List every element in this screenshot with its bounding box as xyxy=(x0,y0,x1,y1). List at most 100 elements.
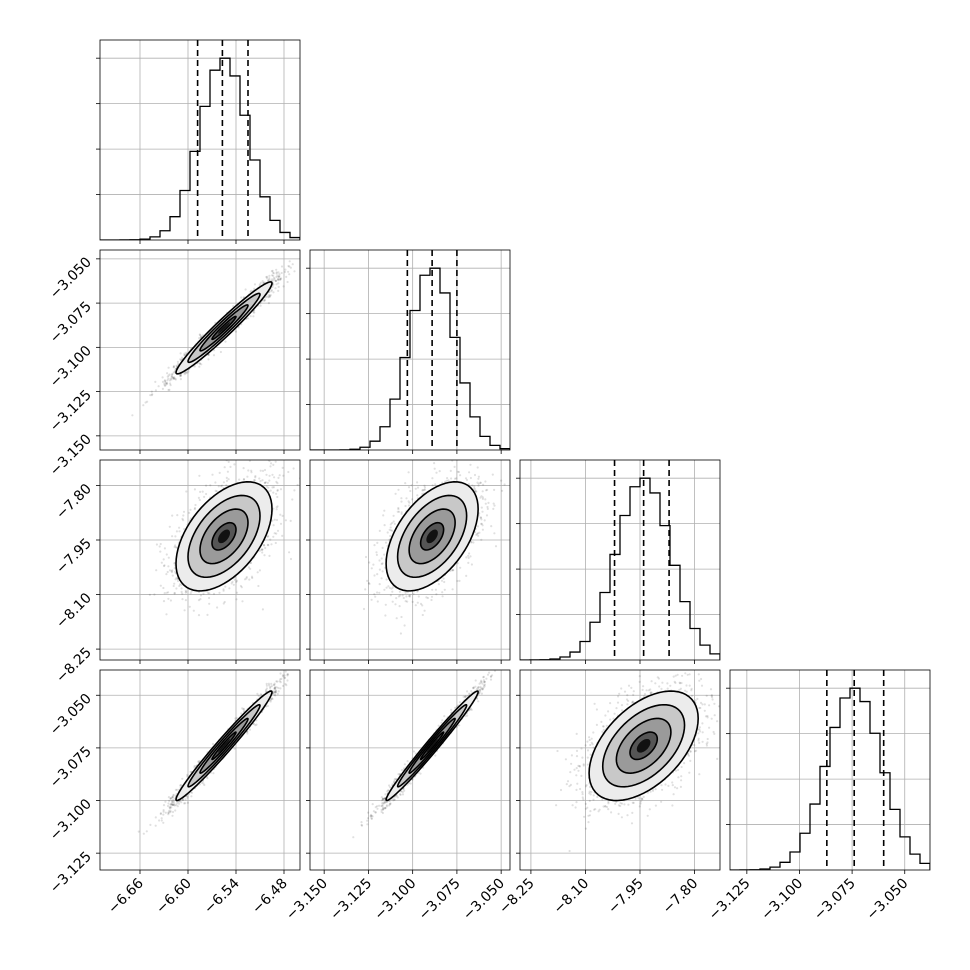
sample-point xyxy=(272,283,275,286)
histogram-1 xyxy=(310,267,510,450)
sample-point xyxy=(473,485,476,488)
sample-point xyxy=(172,794,175,797)
sample-point xyxy=(168,525,171,528)
sample-point xyxy=(257,584,260,588)
sample-point xyxy=(266,275,269,278)
sample-point xyxy=(398,590,401,593)
sample-point xyxy=(153,593,156,596)
sample-point xyxy=(472,541,475,544)
sample-point xyxy=(218,471,221,474)
sample-point xyxy=(173,592,176,595)
sample-point xyxy=(183,609,186,612)
sample-point xyxy=(275,272,278,275)
sample-point xyxy=(162,600,166,603)
sample-point xyxy=(223,600,226,604)
sample-point xyxy=(270,289,273,292)
sample-point xyxy=(267,535,270,538)
sample-point xyxy=(271,285,274,288)
sample-point xyxy=(375,553,378,557)
panel-2-0: −8.25−8.10−7.95−7.80 xyxy=(53,459,301,686)
sample-point xyxy=(382,514,385,517)
sample-point xyxy=(237,326,240,329)
sample-point xyxy=(150,390,153,393)
sample-point xyxy=(400,511,403,514)
sample-point xyxy=(480,495,483,498)
sample-point xyxy=(188,511,191,514)
sample-point xyxy=(389,534,392,538)
sample-point xyxy=(441,481,444,484)
sample-point xyxy=(209,484,212,487)
sample-point xyxy=(389,594,392,597)
sample-point xyxy=(178,526,181,529)
sample-point xyxy=(258,549,261,552)
sample-point xyxy=(433,462,436,465)
sample-point xyxy=(273,518,276,521)
panel-2-2-plot-area xyxy=(520,460,720,660)
sample-point xyxy=(267,486,270,489)
sample-point xyxy=(166,804,170,808)
panel-3-0: −6.66 −6.60 −6.54 −6.48−3.125−3.100−3.075−3… xyxy=(47,669,301,917)
sample-point xyxy=(250,575,254,578)
sample-point xyxy=(181,517,184,521)
sample-point xyxy=(252,311,255,314)
sample-point xyxy=(167,374,170,377)
sample-point xyxy=(397,595,400,598)
sample-point xyxy=(270,543,273,546)
sample-point xyxy=(268,684,271,687)
panel-1-1-frame xyxy=(309,249,511,451)
sample-point xyxy=(276,482,279,485)
sample-point xyxy=(450,569,453,572)
sample-point xyxy=(400,615,403,619)
sample-point xyxy=(480,538,483,541)
sample-point xyxy=(173,545,176,549)
sample-point xyxy=(164,800,167,803)
sample-point xyxy=(168,569,172,572)
sample-point xyxy=(268,474,271,477)
sample-point xyxy=(182,519,185,522)
sample-point xyxy=(185,490,188,493)
sample-point xyxy=(404,600,407,603)
sample-point xyxy=(175,530,178,533)
sample-point xyxy=(269,700,272,703)
panel-1-0-density-core xyxy=(218,322,230,334)
sample-point xyxy=(238,478,241,481)
sample-point xyxy=(171,375,174,378)
sample-point xyxy=(396,510,399,513)
sample-point xyxy=(407,500,410,503)
sample-point xyxy=(486,488,489,491)
sample-point xyxy=(411,600,414,604)
sample-point xyxy=(366,579,369,583)
sample-point xyxy=(276,692,279,696)
sample-point xyxy=(288,260,291,263)
sample-point xyxy=(261,548,264,551)
sample-point xyxy=(218,591,221,594)
panel-3-0-plot-area xyxy=(100,670,300,870)
panel-1-0-frame xyxy=(99,249,301,451)
sample-point xyxy=(198,474,201,477)
sample-point xyxy=(180,590,183,594)
sample-point xyxy=(264,546,267,550)
sample-point xyxy=(233,463,236,466)
panel-2-0-density-core xyxy=(218,529,230,544)
sample-point xyxy=(455,477,458,480)
sample-point xyxy=(410,484,413,487)
sample-point xyxy=(487,501,490,504)
sample-point xyxy=(370,598,373,601)
sample-point xyxy=(282,285,285,288)
sample-point xyxy=(168,809,171,813)
sample-point xyxy=(275,268,278,271)
sample-point xyxy=(491,473,494,476)
sample-point xyxy=(175,364,178,367)
panel-0-0-frame xyxy=(99,39,301,241)
sample-point xyxy=(176,360,179,363)
sample-point xyxy=(268,554,271,558)
sample-point xyxy=(151,393,154,396)
panel-2-0-contour-0 xyxy=(211,521,237,551)
sample-point xyxy=(161,387,164,390)
sample-point xyxy=(174,570,177,573)
sample-point xyxy=(426,596,429,600)
sample-point xyxy=(258,569,261,572)
sample-point xyxy=(289,266,292,269)
sample-point xyxy=(263,481,267,485)
sample-point xyxy=(276,505,279,508)
